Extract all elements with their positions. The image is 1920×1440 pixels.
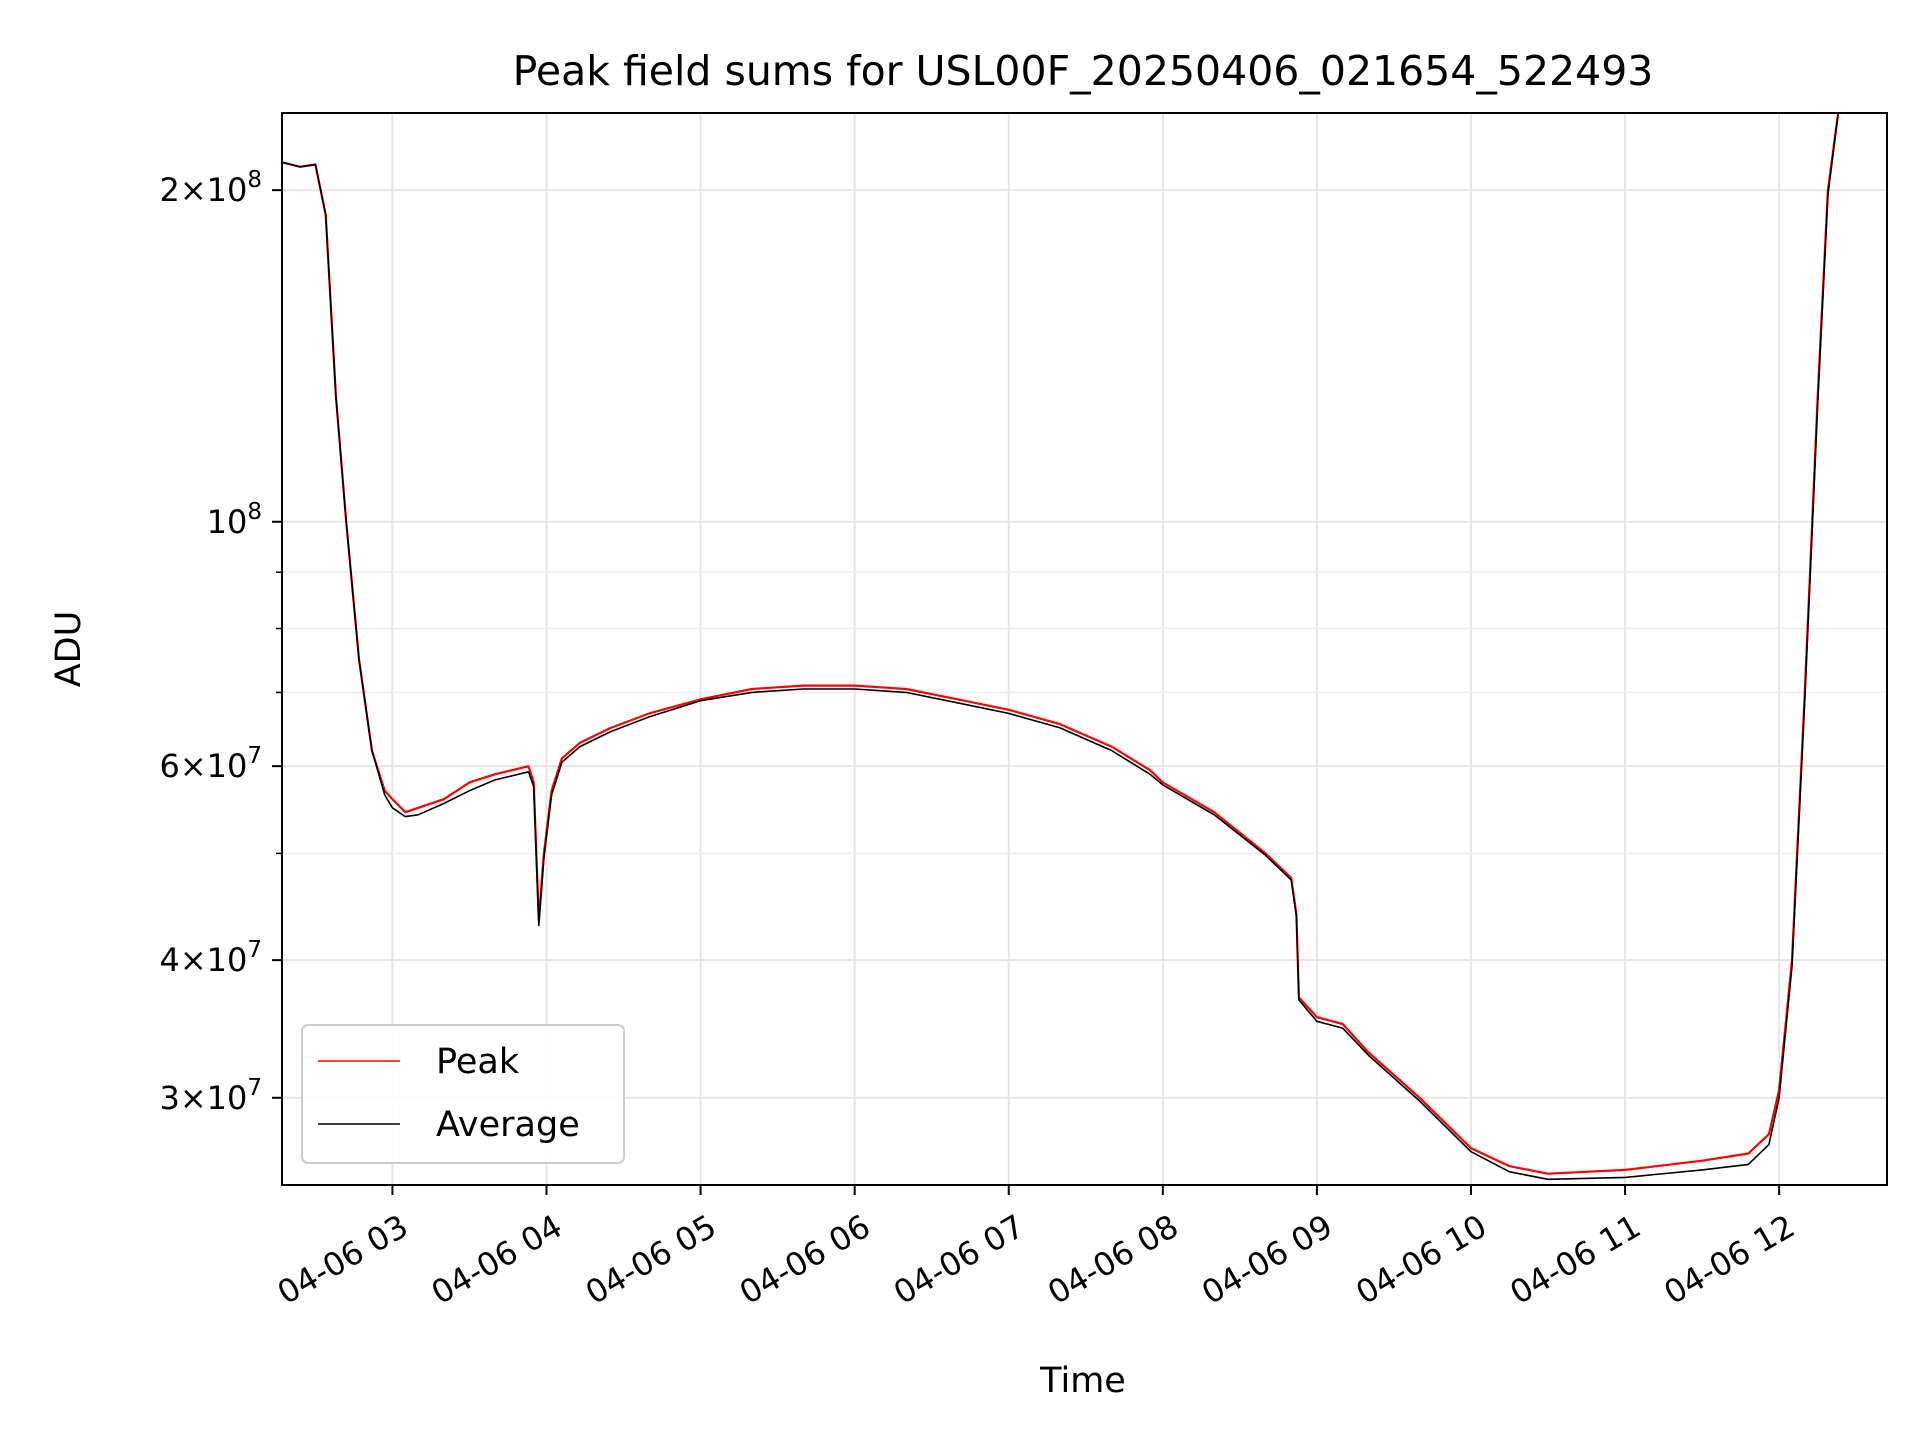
y-tick-label: 2×108 <box>159 167 262 209</box>
y-tick-label: 108 <box>207 499 262 541</box>
legend: Peak Average <box>301 1024 625 1164</box>
series-layer <box>282 113 1840 1181</box>
legend-label-average: Average <box>436 1105 580 1145</box>
chart-title: Peak field sums for USL00F_20250406_0216… <box>513 47 1654 95</box>
grid-lines <box>282 113 1887 1185</box>
y-tick-label: 4×107 <box>159 937 262 979</box>
legend-box <box>301 1024 625 1164</box>
series-line-average <box>282 113 1839 1181</box>
y-axis-label: ADU <box>49 611 89 688</box>
x-axis-label: Time <box>1039 1361 1126 1401</box>
y-axis-ticks: 3×107 4×107 6×107 108 2×108 <box>159 167 282 1117</box>
y-tick-label: 6×107 <box>159 743 262 785</box>
series-line-peak <box>282 113 1840 1175</box>
legend-label-peak: Peak <box>436 1042 520 1082</box>
plot-frame <box>281 112 1888 1186</box>
y-tick-label: 3×107 <box>159 1075 262 1117</box>
